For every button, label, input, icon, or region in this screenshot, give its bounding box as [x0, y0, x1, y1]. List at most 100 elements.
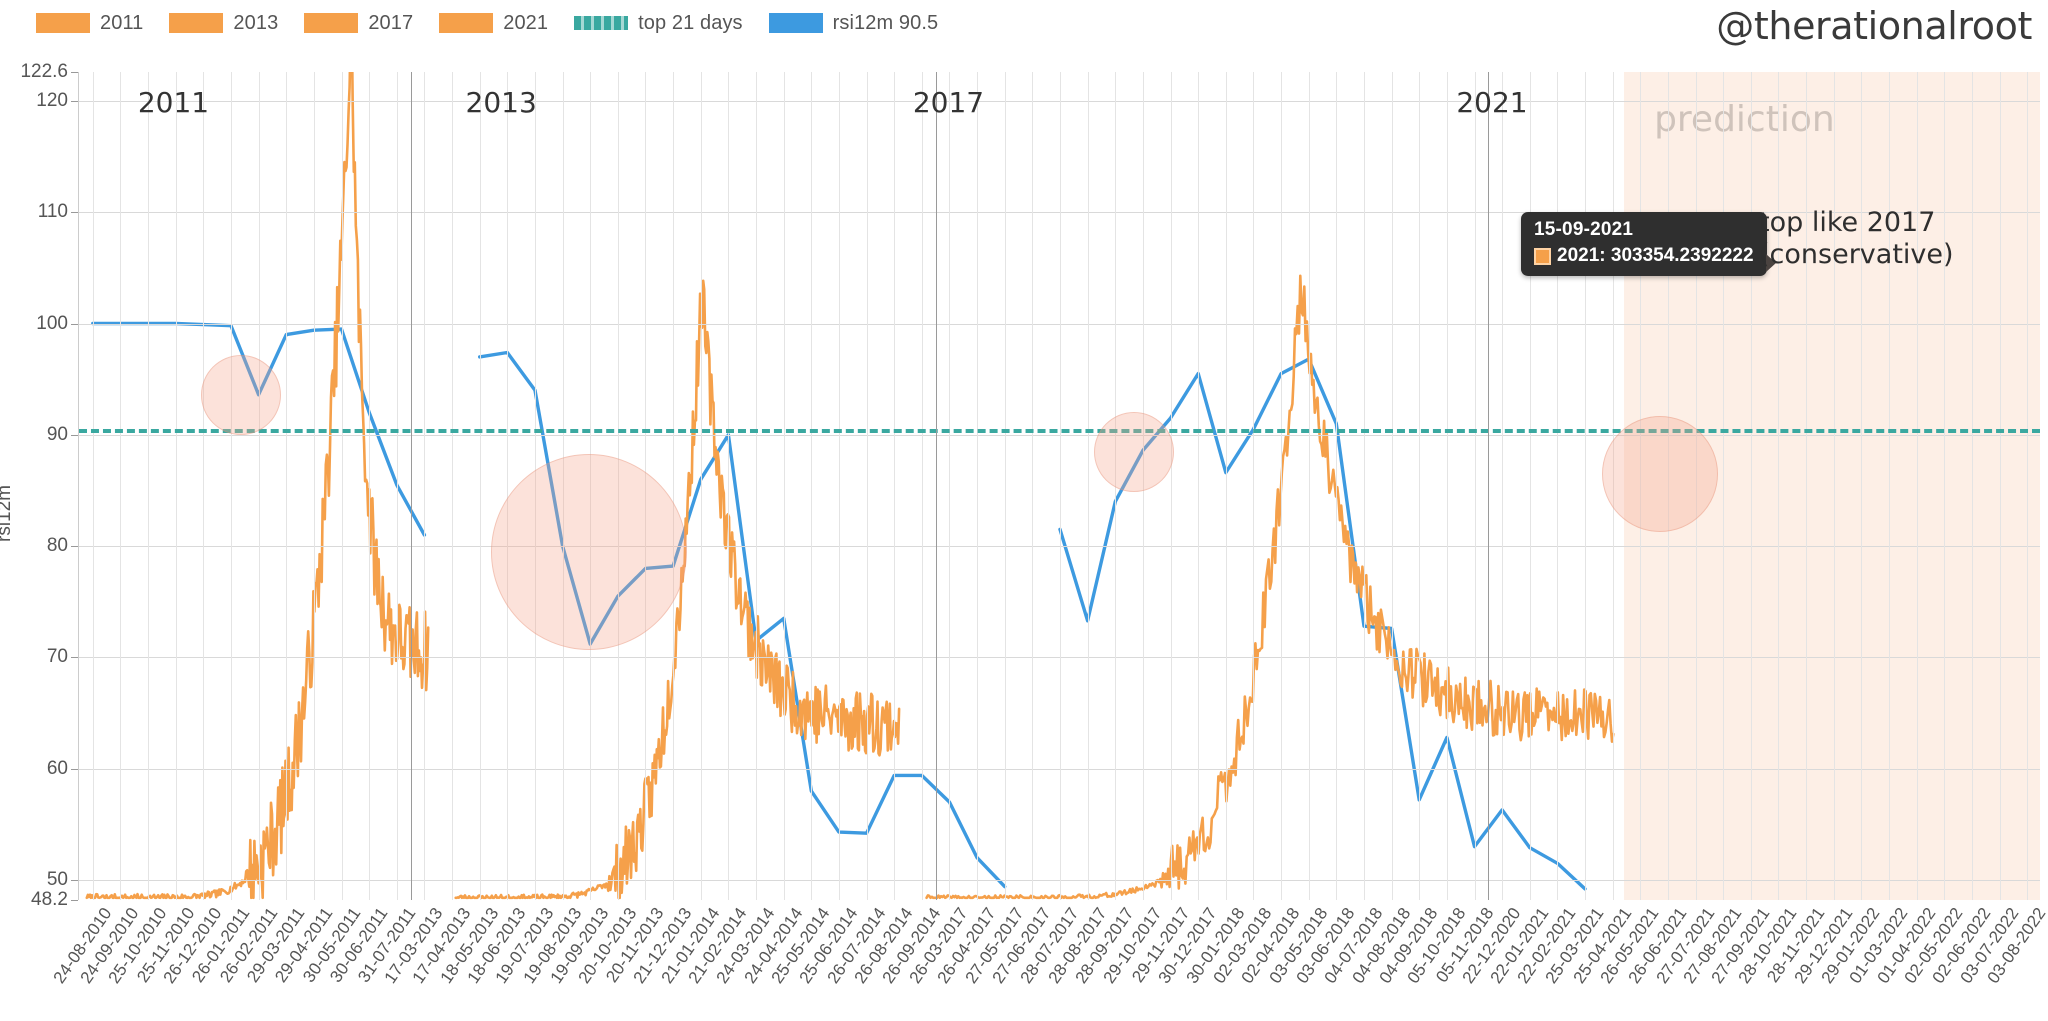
legend-item-2017[interactable]: 2017 [304, 12, 413, 35]
y-tick-mark [71, 212, 78, 214]
vertical-gridline [258, 72, 260, 900]
y-axis: rsi12m 122.6 120 110 100 90 80 70 60 50 48.2 [0, 61, 78, 910]
vertical-gridline [1060, 72, 1061, 900]
top-21-days-threshold-line [79, 429, 2040, 434]
vertical-gridline [921, 72, 923, 900]
vertical-gridline [1087, 72, 1089, 900]
series-path [925, 274, 1615, 900]
horizontal-gridline [79, 323, 2040, 325]
vertical-gridline [1391, 72, 1393, 900]
legend-item-top-21-days[interactable]: top 21 days [574, 12, 743, 35]
tooltip-date: 15-09-2021 [1534, 219, 1634, 240]
y-tick-mark [71, 768, 78, 770]
horizontal-gridline [79, 212, 2040, 214]
y-tick-mark [71, 323, 78, 325]
vertical-gridline [1861, 72, 1863, 900]
legend-label: top 21 days [638, 11, 743, 34]
legend-label: rsi12m 90.5 [832, 11, 939, 34]
vertical-gridline [1032, 72, 1034, 900]
tooltip-row: 2021: 303354.2392222 [1534, 245, 1754, 267]
y-tick-label: 80 [46, 535, 68, 557]
vertical-gridline [1806, 72, 1808, 900]
vertical-gridline [286, 72, 288, 900]
legend-item-2011[interactable]: 2011 [36, 12, 143, 35]
tooltip-value: 2021: 303354.2392222 [1557, 245, 1754, 266]
section-label-2021: 2021 [1456, 86, 1528, 119]
legend-swatch-icon [768, 13, 823, 33]
vertical-gridline [1474, 72, 1476, 900]
vertical-gridline [1557, 72, 1559, 900]
highlight-circle [200, 354, 281, 435]
vertical-gridline [2027, 72, 2029, 900]
vertical-gridline [479, 72, 481, 900]
highlight-circle [1602, 415, 1719, 532]
y-tick-label: 100 [36, 312, 68, 334]
vertical-gridline [1281, 72, 1283, 900]
vertical-gridline [1778, 72, 1780, 900]
horizontal-gridline [79, 546, 2040, 548]
chart-legend: 2011 2013 2017 2021 top 21 days rsi12m 90.5 [36, 6, 964, 40]
vertical-gridline [728, 72, 730, 900]
vertical-gridline [838, 72, 840, 900]
y-tick-mark [71, 657, 78, 659]
legend-label: 2017 [368, 11, 414, 34]
vertical-gridline [1971, 72, 1973, 900]
vertical-gridline [783, 72, 785, 900]
legend-item-2013[interactable]: 2013 [169, 12, 278, 35]
watermark: @therationalroot [1716, 4, 2032, 48]
vertical-gridline [1833, 72, 1835, 900]
highlight-circle [1093, 411, 1174, 492]
vertical-gridline [1944, 72, 1946, 900]
legend-swatch-icon [439, 13, 494, 33]
vertical-gridline [424, 72, 426, 900]
y-tick-label: 120 [36, 89, 68, 111]
vertical-gridline [120, 72, 122, 900]
section-divider [935, 72, 937, 900]
vertical-gridline [1502, 72, 1504, 900]
x-axis: 24-08-2010 24-09-2010 25-10-2010 25-11-2010… [49, 902, 2048, 1021]
vertical-gridline [507, 72, 509, 900]
vertical-gridline [756, 72, 758, 900]
y-tick-label: 90 [46, 423, 68, 445]
highlight-circle [491, 453, 688, 650]
vertical-gridline [1999, 72, 2001, 900]
y-tick-mark [71, 72, 78, 73]
horizontal-gridline [79, 434, 2040, 436]
section-label-2017: 2017 [912, 86, 985, 119]
legend-item-2021[interactable]: 2021 [439, 12, 548, 35]
y-tick-label: 60 [46, 757, 68, 779]
horizontal-gridline [79, 657, 2040, 659]
legend-swatch-icon [36, 13, 90, 33]
tooltip-series-swatch-icon [1534, 247, 1551, 265]
vertical-gridline [1004, 72, 1006, 900]
legend-item-rsi12m[interactable]: rsi12m 90.5 [768, 11, 939, 35]
vertical-gridline [148, 72, 150, 900]
legend-swatch-icon [169, 13, 224, 33]
plot-area: prediction 2011 2013 2017 2021 15-09-2021 2… [78, 72, 2040, 900]
vertical-gridline [1529, 72, 1531, 900]
y-axis-title: rsi12m [0, 484, 15, 542]
vertical-gridline [977, 72, 979, 900]
vertical-gridline [1170, 72, 1172, 900]
horizontal-gridline [79, 100, 2040, 102]
legend-swatch-icon [304, 13, 359, 33]
section-divider [1488, 72, 1490, 900]
vertical-gridline [175, 72, 177, 900]
vertical-gridline [1308, 72, 1310, 900]
vertical-gridline [1225, 72, 1227, 900]
legend-label: 2021 [503, 11, 549, 34]
vertical-gridline [1916, 72, 1918, 900]
y-tick-mark [71, 434, 78, 436]
series-path [454, 279, 901, 900]
vertical-gridline [894, 72, 896, 900]
y-tick-mark [71, 546, 78, 548]
legend-label: 2013 [233, 11, 279, 34]
vertical-gridline [1723, 72, 1725, 900]
vertical-gridline [1198, 72, 1200, 900]
y-tick-label: 48.2 [31, 889, 68, 910]
vertical-gridline [313, 72, 315, 900]
vertical-gridline [1336, 72, 1338, 900]
section-label-2013: 2013 [465, 86, 537, 119]
y-tick-label: 70 [46, 646, 68, 668]
